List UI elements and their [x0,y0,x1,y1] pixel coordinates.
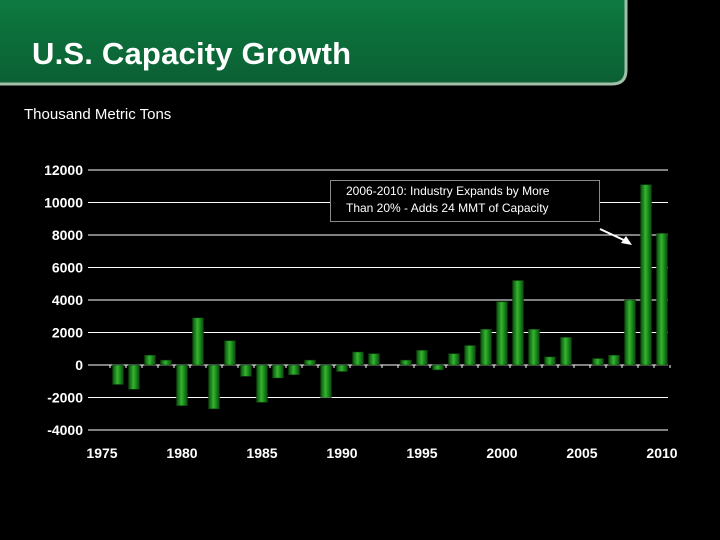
bar-1983 [224,340,236,366]
y-tick-label: 4000 [52,292,83,308]
annotation-line-1: 2006-2010: Industry Expands by More [346,184,550,198]
bar-2001 [512,280,524,366]
y-tick-label: 0 [75,357,83,373]
arrow-head-icon [621,236,632,245]
x-tick-label: 2010 [646,445,677,461]
bar-1979 [160,359,172,366]
bar-1995 [416,350,428,366]
bar-1988 [304,359,316,366]
bar-1999 [480,329,492,366]
bar-1987 [288,364,300,375]
annotation-arrow-icon [599,228,632,245]
x-tick-label: 1995 [406,445,437,461]
bar-1997 [448,353,460,366]
x-tick-label: 2005 [566,445,597,461]
bar-1980 [176,364,188,406]
bar-1981 [192,317,204,366]
bar-1985 [256,364,268,403]
bar-1991 [352,351,364,366]
y-tick-label: -2000 [47,390,83,406]
bar-2008 [624,299,636,366]
x-tick-label: 1980 [166,445,197,461]
bar-2002 [528,329,540,366]
bar-1990 [336,364,348,372]
y-tick-label: 2000 [52,325,83,341]
bar-1976 [112,364,124,385]
bar-1989 [320,364,332,398]
bar-1996 [432,364,444,371]
page-title: U.S. Capacity Growth [32,36,352,71]
bar-1994 [400,359,412,366]
bar-1977 [128,364,140,390]
bar-1978 [144,355,156,366]
header-banner [0,0,628,86]
x-tick-label: 1990 [326,445,357,461]
y-tick-label: 12000 [44,162,83,178]
x-tick-label: 1985 [246,445,277,461]
bar-2010 [656,233,668,366]
x-tick-labels: 1975 1980 1985 1990 1995 2000 2005 2010 [86,445,677,461]
bars [112,184,668,410]
y-tick-label: -4000 [47,422,83,438]
y-tick-label: 10000 [44,195,83,211]
bar-2007 [608,355,620,366]
bar-1992 [368,353,380,366]
bar-2009 [640,184,652,366]
annotation-line-2: Than 20% - Adds 24 MMT of Capacity [346,201,549,215]
bar-2006 [592,358,604,366]
y-tick-label: 6000 [52,260,83,276]
bar-1982 [208,364,220,410]
bar-1998 [464,345,476,366]
x-tick-label: 2000 [486,445,517,461]
capacity-bar-chart: 12000 10000 8000 6000 4000 2000 0 -2000 -4000 19… [44,162,678,461]
annotation-callout: 2006-2010: Industry Expands by More Than… [330,180,600,222]
y-tick-labels: 12000 10000 8000 6000 4000 2000 0 -2000 -4000 [44,162,83,438]
bar-2000 [496,301,508,366]
x-tick-label: 1975 [86,445,117,461]
bar-1986 [272,364,284,379]
bar-2004 [560,337,572,366]
y-tick-label: 8000 [52,227,83,243]
bar-2003 [544,356,556,366]
y-unit-label: Thousand Metric Tons [24,106,172,123]
bar-1984 [240,364,252,377]
